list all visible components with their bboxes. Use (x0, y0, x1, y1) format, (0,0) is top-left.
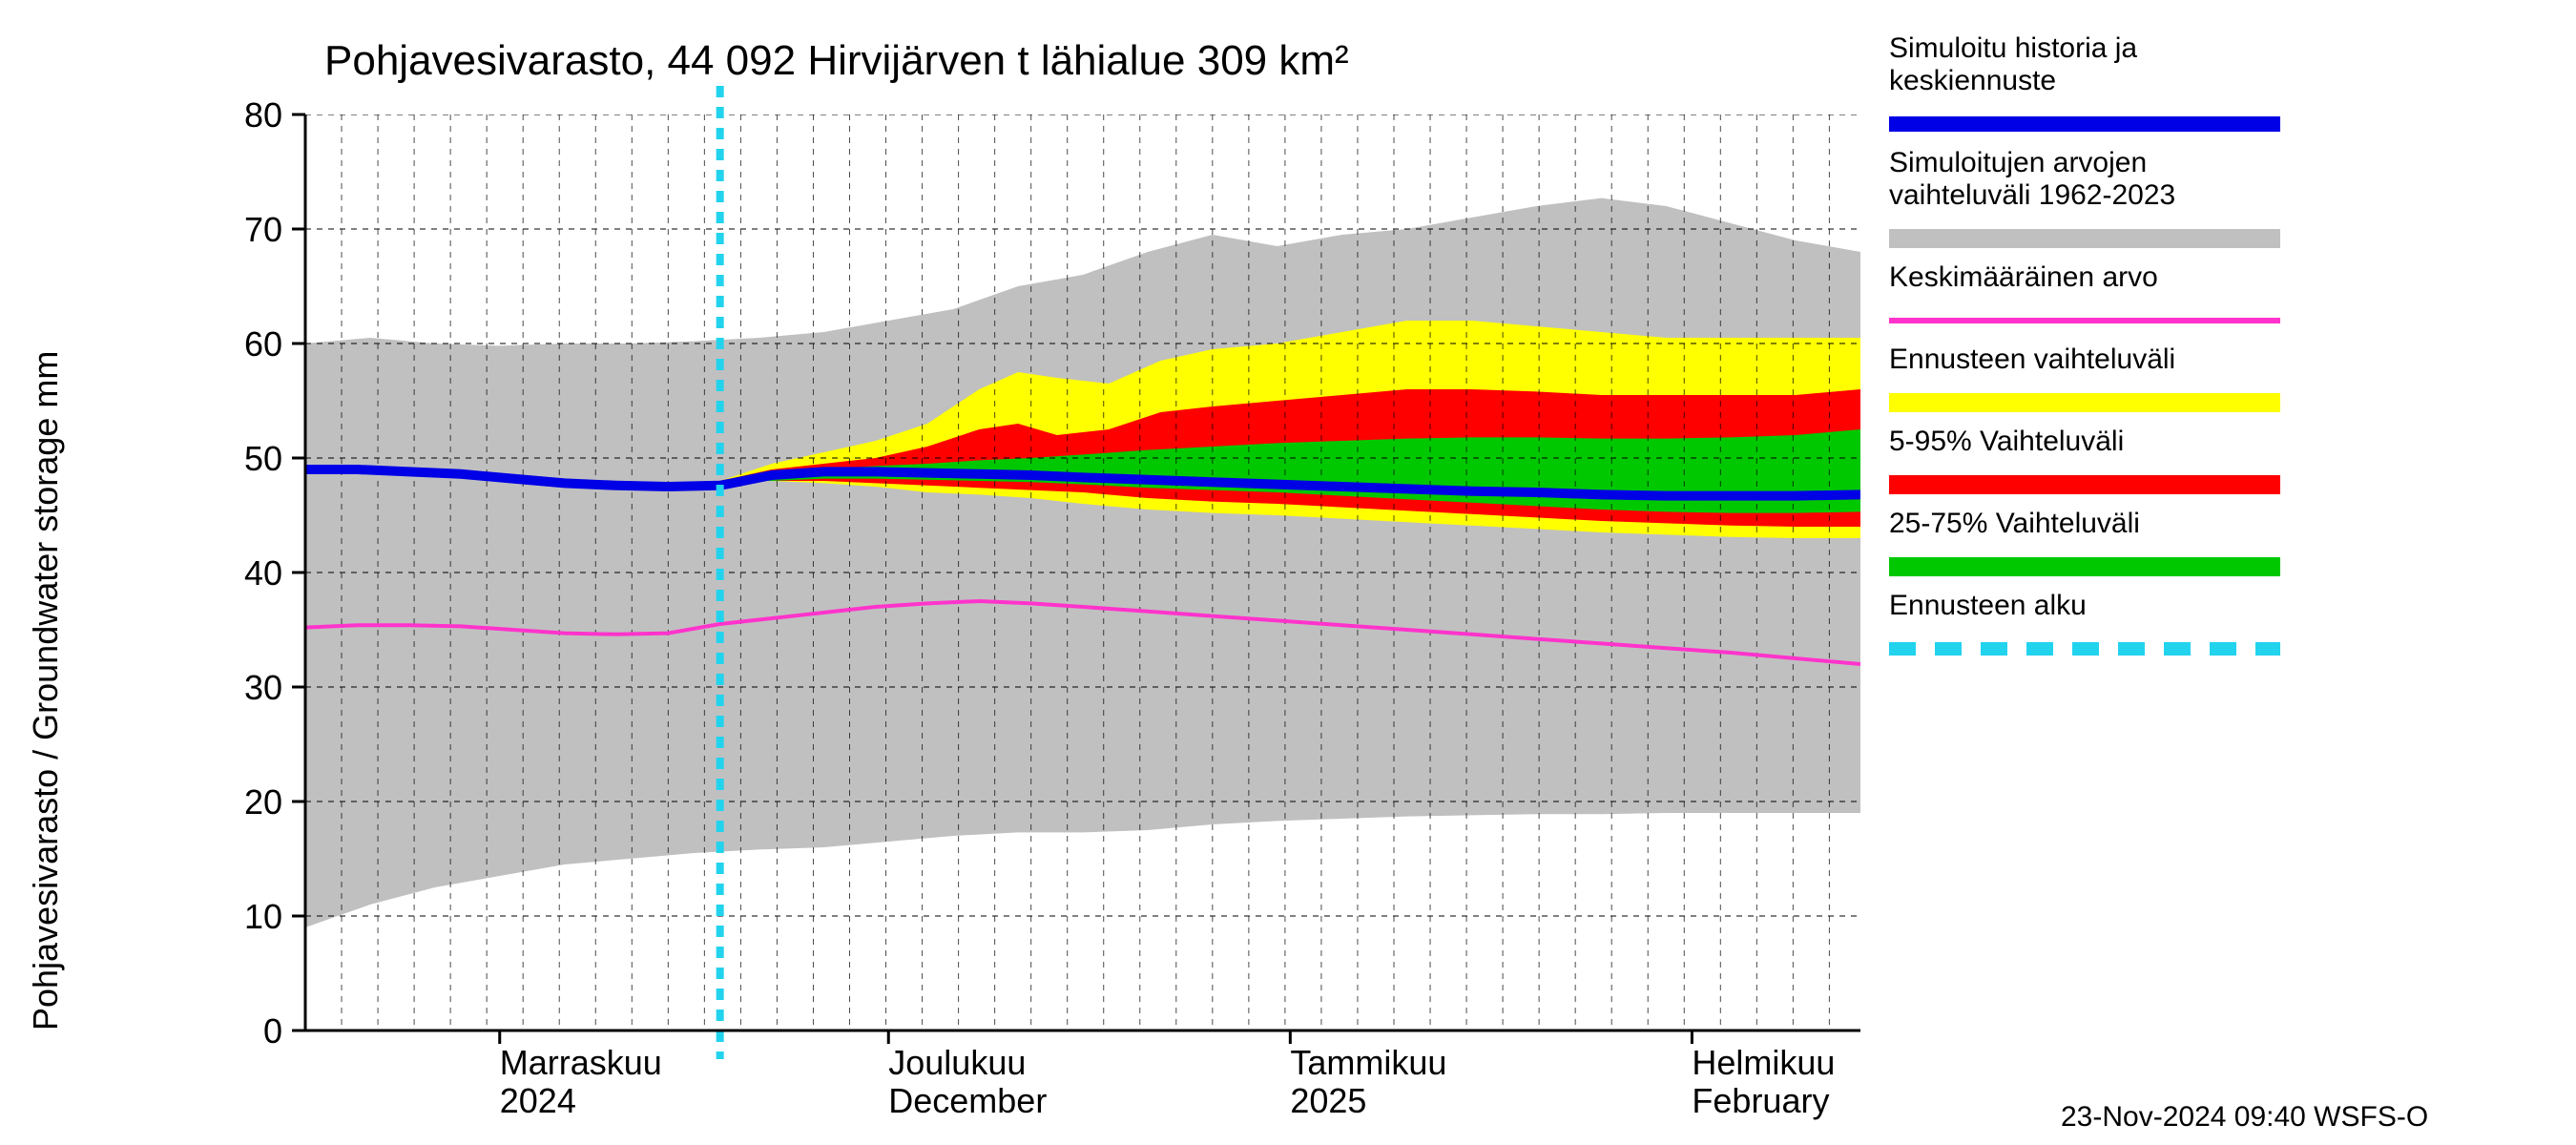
y-axis-title: Pohjavesivarasto / Groundwater storage m… (26, 351, 65, 1030)
chart-container: 0 10 20 30 40 50 60 70 80 Marraskuu2024 JoulukuuDe… (0, 0, 2576, 1145)
legend-label: Ennusteen alku (1889, 590, 2087, 621)
legend-swatch (1889, 229, 2280, 248)
y-tick-label: 30 (244, 668, 282, 707)
legend-label: Simuloitu historia ja (1889, 32, 2137, 64)
chart-title: Pohjavesivarasto, 44 092 Hirvijärven t l… (324, 37, 1349, 84)
band-historical-range (305, 198, 1860, 927)
y-tick-label: 40 (244, 553, 282, 593)
y-tick-label: 20 (244, 782, 282, 822)
legend-label: Keskimääräinen arvo (1889, 261, 2158, 293)
chart-svg: 0 10 20 30 40 50 60 70 80 Marraskuu2024 JoulukuuDe… (0, 0, 2576, 1145)
legend-label: vaihteluväli 1962-2023 (1889, 179, 2175, 211)
footer-timestamp: 23-Nov-2024 09:40 WSFS-O (2061, 1101, 2428, 1133)
legend-swatch (1889, 393, 2280, 412)
x-month-label-2: February (1692, 1081, 1829, 1120)
legend-label: keskiennuste (1889, 65, 2056, 96)
y-tick-label: 10 (244, 897, 282, 936)
x-month-label-2: 2025 (1290, 1081, 1366, 1120)
legend-label: 5-95% Vaihteluväli (1889, 426, 2124, 457)
legend-label: Ennusteen vaihteluväli (1889, 344, 2175, 375)
x-month-label-2: 2024 (500, 1081, 576, 1120)
legend-label: 25-75% Vaihteluväli (1889, 508, 2140, 539)
bands-group (305, 198, 1860, 927)
y-tick-label: 50 (244, 439, 282, 478)
y-tick-label: 0 (263, 1011, 282, 1051)
x-month-label-2: December (888, 1081, 1047, 1120)
y-tick-label: 70 (244, 210, 282, 249)
x-month-label-1: Marraskuu (500, 1043, 662, 1082)
x-month-label-1: Joulukuu (888, 1043, 1026, 1082)
y-tick-label: 80 (244, 95, 282, 135)
legend-swatch (1889, 318, 2280, 323)
legend-label: Simuloitujen arvojen (1889, 147, 2147, 178)
y-tick-label: 60 (244, 324, 282, 364)
legend-swatch (1889, 475, 2280, 494)
legend-swatch (1889, 116, 2280, 132)
x-month-label-1: Tammikuu (1290, 1043, 1446, 1082)
legend-swatch (1889, 557, 2280, 576)
x-month-label-1: Helmikuu (1692, 1043, 1835, 1082)
